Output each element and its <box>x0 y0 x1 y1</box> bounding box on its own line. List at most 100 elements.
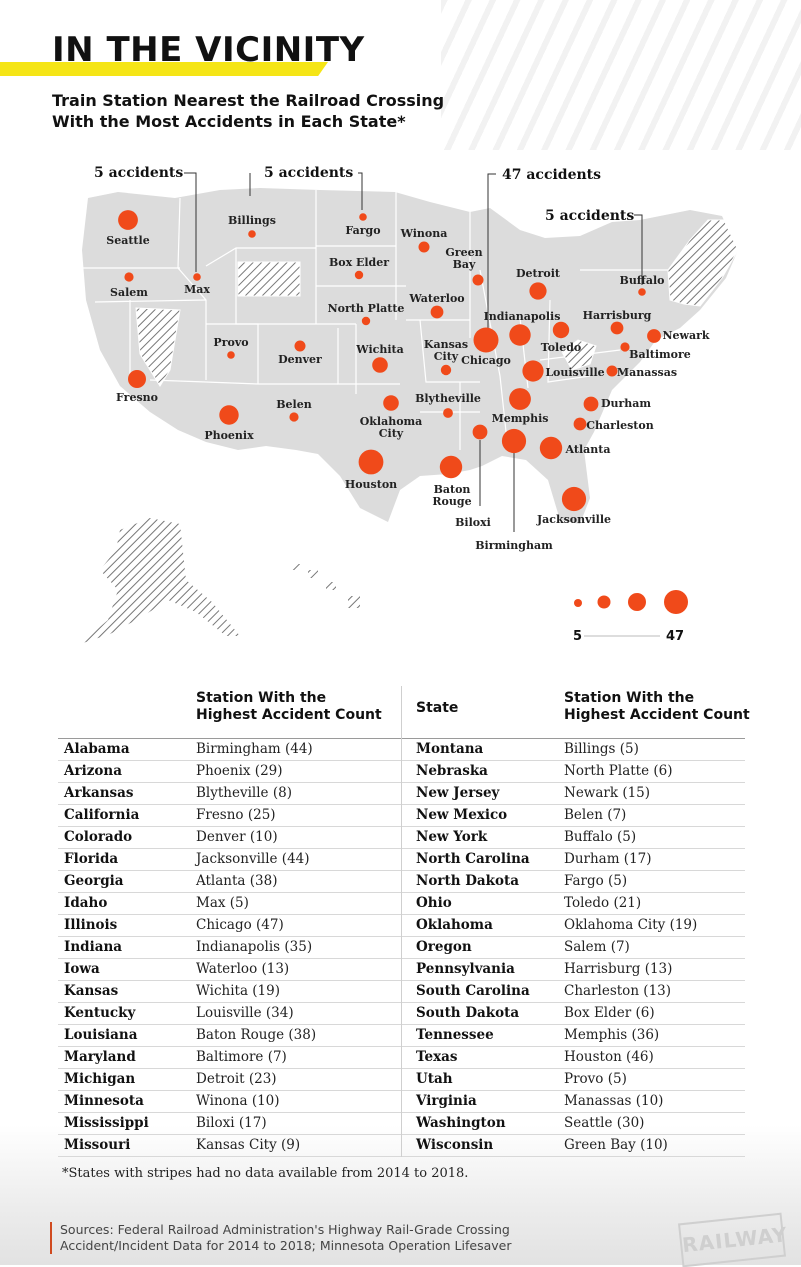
table-row: Florida Jacksonville (44) <box>58 849 401 871</box>
table-row: Tennessee Memphis (36) <box>402 1025 745 1047</box>
station-dot-phoenix <box>219 405 239 425</box>
wyoming-striped <box>237 261 301 297</box>
station-dot-oklahoma-city <box>383 395 399 411</box>
table-row: South Carolina Charleston (13) <box>402 981 745 1003</box>
callout-labels: 5 accidents 5 accidents 47 accidents 5 a… <box>94 165 634 224</box>
table-row: Texas Houston (46) <box>402 1047 745 1069</box>
callout-max: 5 accidents <box>94 165 183 181</box>
station-dot-denver <box>294 340 306 352</box>
state-cell: Idaho <box>64 895 108 911</box>
state-cell: Virginia <box>416 1093 477 1109</box>
legend-dot-3 <box>628 593 646 611</box>
station-dot-manassas <box>606 365 618 377</box>
table-row: Maryland Baltimore (7) <box>58 1047 401 1069</box>
station-dot-seattle <box>118 210 138 230</box>
table-row: Colorado Denver (10) <box>58 827 401 849</box>
station-label-jacksonville: Jacksonville <box>536 513 611 526</box>
table-row: Utah Provo (5) <box>402 1069 745 1091</box>
state-cell: Florida <box>64 851 119 867</box>
station-dot-green-bay <box>472 274 484 286</box>
alaska-shape <box>80 518 240 644</box>
west-virginia-striped <box>561 339 597 371</box>
table-row: Wisconsin Green Bay (10) <box>402 1135 745 1157</box>
state-cell: Maryland <box>64 1049 136 1065</box>
station-label-max: Max <box>184 283 210 296</box>
state-cell: Wisconsin <box>416 1137 494 1153</box>
station-cell: Atlanta (38) <box>196 873 278 889</box>
table-row: Virginia Manassas (10) <box>402 1091 745 1113</box>
legend-dot-4 <box>664 590 688 614</box>
table-row: Michigan Detroit (23) <box>58 1069 401 1091</box>
callout-lines <box>184 172 643 532</box>
sources-line-1: Sources: Federal Railroad Administration… <box>60 1222 510 1237</box>
station-cell: Toledo (21) <box>564 895 642 911</box>
state-cell: North Dakota <box>416 873 520 889</box>
station-cell: Belen (7) <box>564 807 627 823</box>
station-cell: Buffalo (5) <box>564 829 637 845</box>
station-label-memphis: Memphis <box>492 412 549 425</box>
station-dot-fresno <box>128 370 146 388</box>
station-cell: Denver (10) <box>196 829 278 845</box>
station-dot-salem <box>124 272 134 282</box>
station-dot-wichita <box>372 357 388 373</box>
station-markers <box>118 210 661 512</box>
station-label-denver: Denver <box>278 353 322 366</box>
header-station-line1: Station With the <box>564 690 695 706</box>
background-tracks-graphic <box>0 1125 801 1265</box>
state-cell: California <box>64 807 140 823</box>
station-label-louisville: Louisville <box>545 366 604 379</box>
table-row: Illinois Chicago (47) <box>58 915 401 937</box>
state-cell: Minnesota <box>64 1093 144 1109</box>
footnote: *States with stripes had no data availab… <box>62 1166 469 1181</box>
table-right-column: State Station With the Highest Accident … <box>401 686 750 1157</box>
state-cell: Utah <box>416 1071 453 1087</box>
header-station: Station With the Highest Accident Count <box>564 690 764 724</box>
legend-dot-1 <box>574 599 582 607</box>
table-row: Louisiana Baton Rouge (38) <box>58 1025 401 1047</box>
page-title: IN THE VICINITY <box>52 30 365 70</box>
table-row: Indiana Indianapolis (35) <box>58 937 401 959</box>
station-dot-durham <box>583 396 599 412</box>
table-row: Oregon Salem (7) <box>402 937 745 959</box>
table-row: Kansas Wichita (19) <box>58 981 401 1003</box>
station-dot-memphis <box>509 388 531 410</box>
us-map: 5 accidents 5 accidents 47 accidents 5 a… <box>80 165 739 644</box>
station-cell: Manassas (10) <box>564 1093 664 1109</box>
station-dot-provo <box>227 351 235 359</box>
table-row: New Jersey Newark (15) <box>402 783 745 805</box>
station-dot-billings <box>248 230 256 238</box>
station-label-waterloo: Waterloo <box>408 292 464 305</box>
station-dot-winona <box>418 241 430 253</box>
table-row: New York Buffalo (5) <box>402 827 745 849</box>
station-cell: Louisville (34) <box>196 1005 294 1021</box>
station-dot-birmingham <box>501 428 527 454</box>
sources-note: Sources: Federal Railroad Administration… <box>50 1222 580 1254</box>
station-label-fargo: Fargo <box>345 224 380 237</box>
state-cell: South Dakota <box>416 1005 520 1021</box>
station-cell: Fargo (5) <box>564 873 628 889</box>
station-labels: Seattle Salem Max Billings Fargo Winona Green B… <box>106 214 710 552</box>
state-cell: Oregon <box>416 939 472 955</box>
station-label-detroit: Detroit <box>516 267 561 280</box>
station-dot-kansas-city <box>440 364 452 376</box>
table-row: Georgia Atlanta (38) <box>58 871 401 893</box>
station-cell: Memphis (36) <box>564 1027 660 1043</box>
callout-chicago: 47 accidents <box>502 167 601 183</box>
station-label-box-elder: Box Elder <box>329 256 389 269</box>
station-label-newark: Newark <box>662 329 709 342</box>
legend-max: 47 <box>666 629 684 644</box>
station-cell: Newark (15) <box>564 785 651 801</box>
station-label-buffalo: Buffalo <box>620 274 665 287</box>
state-cell: Illinois <box>64 917 118 933</box>
station-label-billings: Billings <box>228 214 276 227</box>
subtitle-line-2: With the Most Accidents in Each State* <box>52 112 406 131</box>
table-row: Idaho Max (5) <box>58 893 401 915</box>
station-dot-baton-rouge <box>439 455 463 479</box>
station-cell: Chicago (47) <box>196 917 284 933</box>
station-cell: Houston (46) <box>564 1049 654 1065</box>
state-cell: Arkansas <box>64 785 134 801</box>
new-england-striped <box>667 219 739 307</box>
state-cell: Colorado <box>64 829 133 845</box>
state-cell: South Carolina <box>416 983 530 999</box>
table-row: Pennsylvania Harrisburg (13) <box>402 959 745 981</box>
